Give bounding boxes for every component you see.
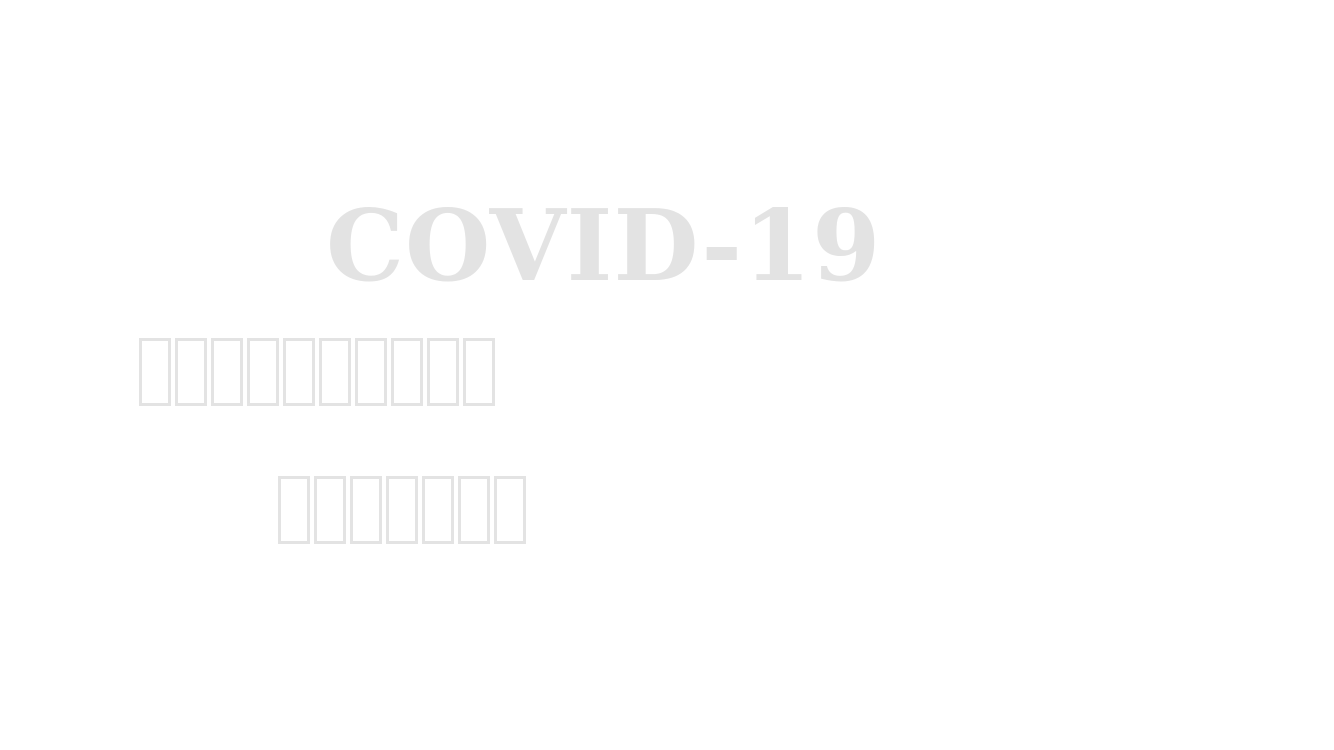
missing-glyph-box: [139, 338, 171, 406]
subtitle-line-2: [278, 476, 526, 544]
missing-glyph-box: [355, 338, 387, 406]
missing-glyph-box: [350, 476, 382, 544]
missing-glyph-box: [175, 338, 207, 406]
missing-glyph-box: [211, 338, 243, 406]
missing-glyph-box: [494, 476, 526, 544]
missing-glyph-box: [283, 338, 315, 406]
missing-glyph-box: [422, 476, 454, 544]
missing-glyph-box: [314, 476, 346, 544]
missing-glyph-box: [247, 338, 279, 406]
missing-glyph-box: [463, 338, 495, 406]
missing-glyph-box: [319, 338, 351, 406]
slide-title: COVID-19: [326, 189, 882, 304]
missing-glyph-box: [458, 476, 490, 544]
subtitle-line-1: [139, 338, 495, 406]
missing-glyph-box: [391, 338, 423, 406]
missing-glyph-box: [427, 338, 459, 406]
missing-glyph-box: [278, 476, 310, 544]
missing-glyph-box: [386, 476, 418, 544]
